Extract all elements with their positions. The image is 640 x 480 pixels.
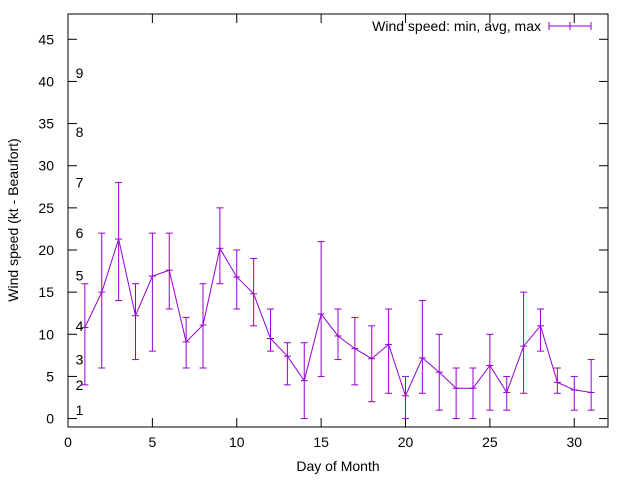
beaufort-label: 6 (76, 225, 84, 241)
y-tick-label: 10 (38, 326, 54, 342)
y-tick-label: 15 (38, 284, 54, 300)
x-tick-label: 25 (482, 434, 498, 450)
y-tick-label: 0 (46, 411, 54, 427)
beaufort-label: 4 (76, 318, 84, 334)
x-tick-label: 20 (398, 434, 414, 450)
x-axis-label: Day of Month (296, 458, 379, 474)
series-line (84, 237, 592, 398)
x-tick-label: 30 (566, 434, 582, 450)
x-tick-label: 5 (148, 434, 156, 450)
legend: Wind speed: min, avg, max (372, 18, 592, 34)
y-axis-label: Wind speed (kt - Beaufort) (5, 138, 21, 301)
legend-sample (548, 22, 592, 30)
legend-label: Wind speed: min, avg, max (372, 18, 541, 34)
beaufort-scale-labels: 1 2 3 4 5 6 7 8 9 (76, 65, 84, 418)
beaufort-label: 9 (76, 65, 84, 81)
error-bars (81, 182, 595, 420)
beaufort-label: 1 (76, 402, 84, 418)
beaufort-label: 2 (76, 377, 84, 393)
beaufort-label: 5 (76, 267, 84, 283)
x-tick-label: 15 (313, 434, 329, 450)
beaufort-label: 8 (76, 124, 84, 140)
y-tick-label: 20 (38, 242, 54, 258)
x-tick-label: 0 (64, 434, 72, 450)
y-tick-label: 40 (38, 73, 54, 89)
y-tick-label: 30 (38, 158, 54, 174)
beaufort-label: 7 (76, 175, 84, 191)
beaufort-label: 3 (76, 352, 84, 368)
y-tick-label: 35 (38, 116, 54, 132)
x-axis: 0 5 10 15 20 25 30 (64, 14, 582, 450)
y-tick-label: 5 (46, 368, 54, 384)
x-tick-label: 10 (229, 434, 245, 450)
plot-frame (67, 13, 609, 428)
y-tick-label: 25 (38, 200, 54, 216)
y-tick-label: 45 (38, 31, 54, 47)
